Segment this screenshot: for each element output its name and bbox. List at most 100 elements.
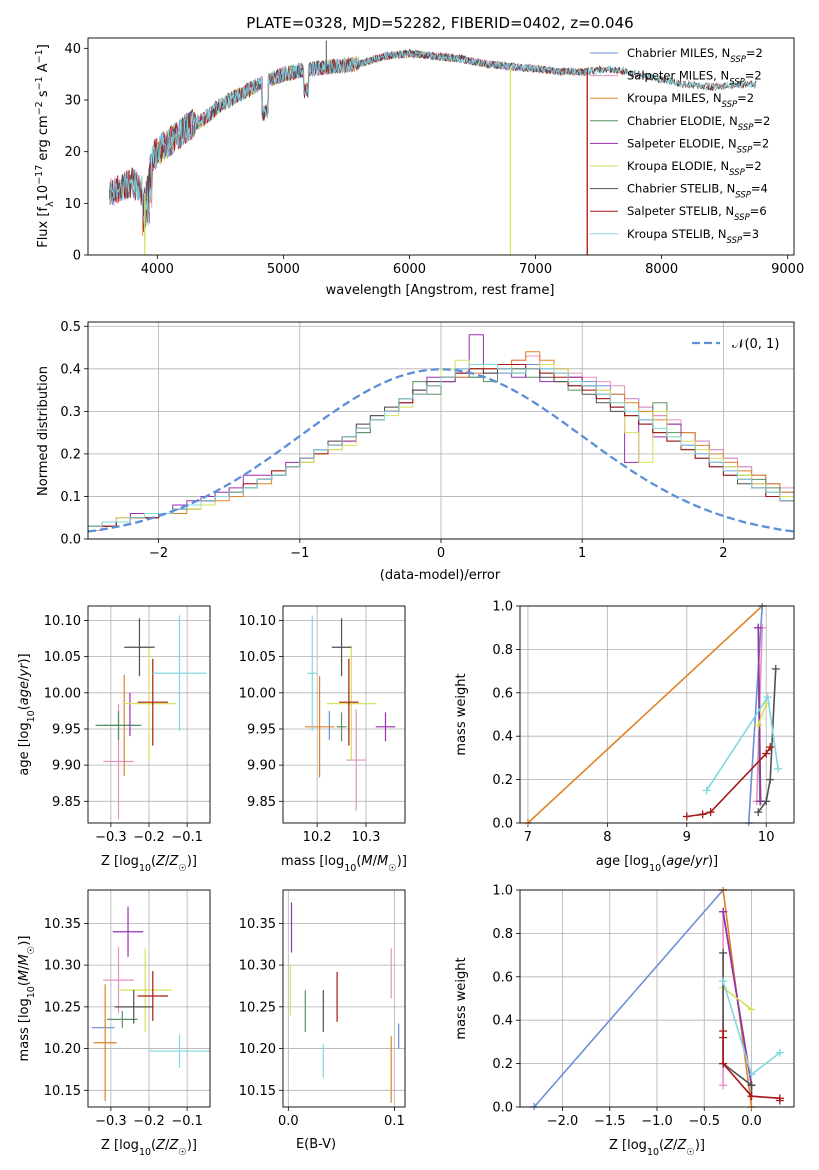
mw-age-ytick-label: 0.2	[492, 773, 513, 788]
label-part: Z [log	[609, 1138, 647, 1153]
legend-name: Chabrier STELIB, N	[627, 182, 735, 196]
spectrum-series-line	[109, 49, 757, 233]
label-part: Z	[155, 854, 166, 869]
label-part: ☉	[26, 946, 37, 955]
mw-age-frame	[519, 605, 795, 824]
mass-ebv-ytick-label: 10.15	[239, 1084, 276, 1099]
mass-ebv-xtick-label: 0.1	[384, 1114, 405, 1129]
spectrum-ylabel: Flux [fλ10−17 erg cm−2 s−1 A−1]	[34, 44, 56, 248]
label-part: ☉	[388, 863, 397, 874]
label-part: −1	[34, 49, 45, 63]
legend-sub: SSP	[730, 55, 746, 65]
mw-z-series-line	[533, 889, 724, 1108]
age-z-xtick-label: −0.3	[95, 830, 127, 845]
label-part: yr	[694, 854, 710, 869]
spectrum-ytick-label: 30	[64, 94, 81, 109]
legend-nssp: =2	[753, 114, 770, 128]
spectrum-xtick-label: 4000	[141, 262, 174, 277]
spectrum-legend-entry: Salpeter MILES, NSSP=2	[627, 69, 762, 88]
legend-name: Chabrier ELODIE, N	[627, 114, 738, 128]
label-part: M	[17, 970, 32, 981]
label-part: Z	[155, 1138, 166, 1153]
spectrum-xtick-label: 7000	[519, 262, 552, 277]
label-part: ☉	[178, 863, 187, 874]
label-part: s	[36, 90, 51, 101]
label-part: ☉	[686, 1147, 695, 1158]
mass-z-xtick-label: −0.2	[133, 1114, 165, 1129]
residuals-histogram	[88, 364, 794, 527]
label-part: age [log	[17, 722, 32, 775]
mass-z-xtick-label: −0.1	[171, 1114, 203, 1129]
mw-age-xlabel: age [log10(age/yr)]	[596, 854, 718, 874]
legend-nssp: =3	[742, 227, 759, 241]
legend-name: Salpeter ELODIE, N	[627, 136, 737, 150]
mw-z-ytick-label: 0.0	[492, 1101, 513, 1116]
mw-age-ytick-label: 0.4	[492, 730, 513, 745]
mass-ebv-ytick-label: 10.25	[239, 1000, 276, 1015]
legend-nssp: =2	[745, 69, 762, 83]
label-part: yr	[17, 662, 32, 678]
mw-z-xtick-label: −1.0	[641, 1114, 673, 1129]
mw-age-ylabel: mass weight	[454, 673, 469, 755]
label-part: −2	[34, 101, 45, 115]
label-part: (	[661, 854, 666, 869]
spectrum-frame	[87, 37, 795, 256]
spectrum-xtick-label: 8000	[645, 262, 678, 277]
label-part: /	[673, 1138, 678, 1153]
label-part: mass [log	[17, 998, 32, 1061]
label-part: (	[356, 854, 361, 869]
label-part: Z	[676, 1138, 687, 1153]
residuals-ytick-label: 0.1	[60, 490, 81, 505]
age-mass-xtick-label: 10.3	[351, 830, 380, 845]
mw-z-ytick-label: 0.2	[492, 1057, 513, 1072]
legend-name: Salpeter MILES, N	[627, 69, 729, 83]
label-part: )]	[187, 854, 197, 869]
age-mass-ytick-label: 10.05	[239, 650, 276, 665]
spectrum-xlabel: wavelength [Angstrom, rest frame]	[326, 283, 555, 298]
label-part: 10	[26, 710, 37, 722]
mw-z-ytick-label: 0.8	[492, 927, 513, 942]
residuals-xtick-label: −2	[149, 546, 168, 561]
label-part: (	[659, 1138, 664, 1153]
mw-age-series-line	[527, 605, 763, 824]
label-part: λ	[45, 201, 56, 207]
legend-sub: SSP	[729, 168, 745, 178]
legend-name: Chabrier MILES, N	[627, 46, 730, 60]
spectrum-legend-entry: Salpeter STELIB, NSSP=6	[627, 204, 767, 223]
mw-age-series-line	[705, 694, 779, 791]
label-part: /	[373, 854, 378, 869]
label-part: Flux [f	[36, 207, 51, 248]
spectrum-ytick-label: 40	[64, 42, 81, 57]
spectrum-legend-entry: Kroupa ELODIE, NSSP=2	[627, 159, 762, 178]
spectrum-legend-entry: Kroupa MILES, NSSP=2	[627, 91, 754, 110]
label-part: (	[151, 854, 156, 869]
residuals-xtick-label: 1	[578, 546, 586, 561]
label-part: )]	[187, 1138, 197, 1153]
spectrum-legend-entry: Chabrier MILES, NSSP=2	[627, 46, 763, 65]
legend-name: Kroupa MILES, N	[627, 91, 722, 105]
label-part: /	[691, 854, 696, 869]
label-part: 10	[26, 986, 37, 998]
legend-nssp: =6	[750, 204, 767, 218]
label-part: A	[36, 63, 51, 76]
legend-nssp: =2	[746, 46, 763, 60]
label-part: ☉	[178, 1147, 187, 1158]
mw-z-series-line	[722, 952, 753, 1097]
mw-z-xtick-label: −1.5	[594, 1114, 626, 1129]
label-part: age	[17, 681, 32, 705]
spectrum-series-line	[144, 49, 511, 227]
label-part: (	[17, 705, 32, 710]
residuals-ytick-label: 0.0	[60, 533, 81, 548]
spectrum-xtick-label: 6000	[393, 262, 426, 277]
legend-name: Kroupa ELODIE, N	[627, 159, 729, 173]
mw-age-xtick-label: 8	[603, 830, 611, 845]
mw-z-ytick-label: 0.4	[492, 1014, 513, 1029]
spectrum-legend-entry: Chabrier ELODIE, NSSP=2	[627, 114, 770, 133]
label-part: Z	[663, 1138, 674, 1153]
label-part: M	[377, 854, 388, 869]
age-z-ytick-label: 10.05	[44, 650, 81, 665]
mass-z-xtick-label: −0.3	[95, 1114, 127, 1129]
label-part: −1	[34, 76, 45, 90]
mw-z-ytick-label: 1.0	[492, 884, 513, 899]
